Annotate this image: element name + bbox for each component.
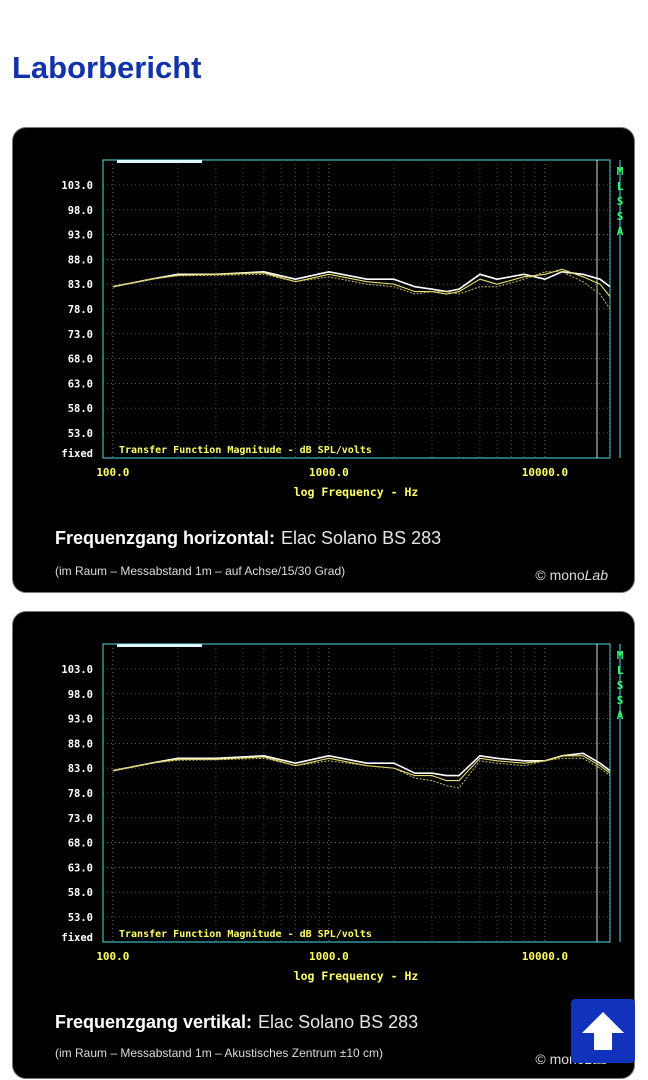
y-tick-label: 83.0 [68,279,93,291]
caption-model: Elac Solano BS 283 [281,528,442,548]
mlssa-label-letter: S [617,694,624,707]
scale-bar [117,644,202,647]
x-axis-label: log Frequency - Hz [294,969,419,983]
scroll-to-top-button[interactable] [571,999,635,1063]
x-tick-label: 10000.0 [522,466,568,479]
caption-subtitle: (im Raum – Messabstand 1m – auf Achse/15… [55,564,346,578]
mlssa-label-letter: A [617,709,624,722]
y-tick-label: 73.0 [68,813,93,825]
y-tick-label: 63.0 [68,862,93,874]
y-tick-label: 98.0 [68,205,93,217]
y-tick-label: 53.0 [68,912,93,924]
mlssa-label-letter: M [617,165,624,178]
series-line-2 [112,271,611,310]
arrow-up-icon [582,1012,624,1050]
y-tick-label: 63.0 [68,378,93,390]
y-tick-label: 103.0 [61,664,93,676]
mlssa-label-letter: L [617,180,624,193]
x-tick-label: 1000.0 [309,950,349,963]
y-tick-label: 68.0 [68,354,93,366]
y-tick-label: 88.0 [68,254,93,266]
mlssa-label-letter: L [617,664,624,677]
mlssa-label-letter: A [617,225,624,238]
copyright: © monoLab [535,567,608,583]
y-tick-label: 53.0 [68,428,93,440]
y-tick-label: 58.0 [68,403,93,415]
mlssa-label-letter: S [617,195,624,208]
caption-title: Frequenzgang vertikal: Elac Solano BS 283 [55,1012,419,1032]
y-tick-fixed-label: fixed [61,448,93,460]
mlssa-label-letter: S [617,210,624,223]
y-tick-fixed-label: fixed [61,932,93,944]
series-line-1 [112,268,611,297]
mlssa-label-letter: M [617,649,624,662]
x-tick-label: 100.0 [96,466,129,479]
y-tick-label: 103.0 [61,180,93,192]
y-tick-label: 58.0 [68,887,93,899]
mlssa-label-letter: S [617,679,624,692]
y-tick-label: 83.0 [68,763,93,775]
y-tick-label: 93.0 [68,230,93,242]
y-tick-label: 93.0 [68,714,93,726]
caption-subtitle: (im Raum – Messabstand 1m – Akustisches … [55,1046,384,1060]
x-axis-label: log Frequency - Hz [294,485,419,499]
chart-card-horizontal: 103.0 98.0 93.0 88.0 83.0 78.0 73.0 68.0 63.0 58.… [12,127,635,593]
y-tick-label: 98.0 [68,689,93,701]
x-tick-label: 10000.0 [522,950,568,963]
y-tick-label: 73.0 [68,329,93,341]
series-line-2 [112,757,611,789]
frequency-response-chart-vertical: 103.0 98.0 93.0 88.0 83.0 78.0 73.0 68.0 63.0 58.… [61,643,624,983]
frequency-response-chart-horizontal: 103.0 98.0 93.0 88.0 83.0 78.0 73.0 68.0 63.0 58.… [61,159,624,499]
y-axis-label: Transfer Function Magnitude - dB SPL/vol… [119,928,372,940]
caption-title: Frequenzgang horizontal: Elac Solano BS 2… [55,528,442,548]
y-axis-label: Transfer Function Magnitude - dB SPL/vol… [119,444,372,456]
x-tick-label: 1000.0 [309,466,349,479]
y-tick-label: 68.0 [68,838,93,850]
y-tick-label: 88.0 [68,738,93,750]
page-title: Laborbericht [12,50,202,85]
scale-bar [117,160,202,163]
y-tick-label: 78.0 [68,788,93,800]
x-tick-label: 100.0 [96,950,129,963]
y-tick-label: 78.0 [68,304,93,316]
caption-model: Elac Solano BS 283 [258,1012,419,1032]
chart-card-vertical: 103.0 98.0 93.0 88.0 83.0 78.0 73.0 68.0 63.0 58.… [12,611,635,1079]
series-line-1 [112,755,611,782]
